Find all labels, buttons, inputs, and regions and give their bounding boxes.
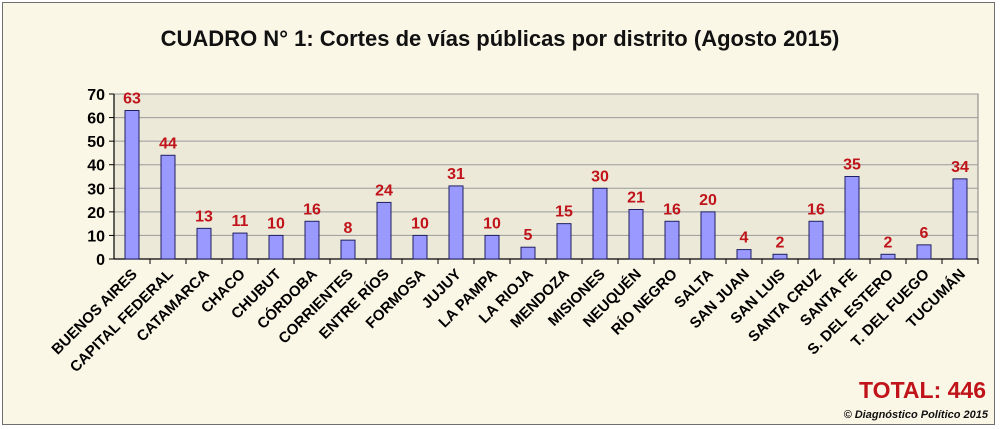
bar-salta [700,211,716,260]
bar-san-luis [772,253,788,260]
value-label: 44 [159,135,177,152]
bar-san-juan [736,249,752,260]
bar-jujuy [448,185,464,260]
bar-misiones [592,187,608,260]
value-label: 16 [663,201,681,218]
chart-title: CUADRO N° 1: Cortes de vías públicas por… [160,26,840,51]
value-label: 13 [195,208,213,225]
bar-río-negro [664,220,680,260]
bar-chubut [268,234,284,260]
value-label: 4 [740,230,749,247]
bar-t-del-fuego [916,244,932,260]
bar-mendoza [556,223,572,260]
bar-catamarca [196,227,212,260]
bar-entre-ríos [376,201,392,260]
value-label: 11 [232,213,249,230]
bar-chaco [232,232,248,260]
bar-córdoba [304,220,320,260]
value-label: 31 [447,166,465,183]
value-label: 16 [303,201,321,218]
value-label: 2 [884,234,893,251]
value-label: 21 [627,190,645,207]
y-tick-label: 50 [87,134,105,151]
y-tick-label: 40 [87,158,105,175]
bar-capital-federal [160,154,176,260]
value-label: 2 [776,234,785,251]
value-label: 5 [524,227,533,244]
bar-la-pampa [484,234,500,260]
value-label: 24 [375,182,393,199]
value-label: 34 [951,159,969,176]
value-label: 10 [483,215,501,232]
bar-buenos-aires [124,110,140,260]
total-label: TOTAL: 446 [859,377,986,403]
bar-corrientes [340,239,356,260]
credit-text: © Diagnóstico Político 2015 [843,409,988,421]
value-label: 16 [807,201,825,218]
value-label: 10 [267,215,285,232]
value-label: 35 [843,157,861,174]
y-tick-label: 0 [96,252,105,269]
y-tick-label: 20 [87,205,105,222]
bar-neuquén [628,209,644,260]
bar-santa-cruz [808,220,824,260]
y-tick-label: 70 [87,87,105,104]
bar-s-del-estero [880,253,896,260]
value-label: 15 [555,204,573,221]
y-tick-label: 30 [87,181,105,198]
value-label: 30 [591,168,609,185]
y-tick-label: 10 [87,228,105,245]
value-label: 63 [123,91,141,108]
bar-la-rioja [520,246,536,260]
bar-formosa [412,234,428,260]
value-label: 8 [344,220,353,237]
value-label: 6 [920,225,929,242]
bar-santa-fe [844,176,860,260]
value-label: 10 [411,215,429,232]
y-tick-label: 60 [87,111,105,128]
value-label: 20 [699,192,717,209]
bar-tucumán [952,178,968,260]
